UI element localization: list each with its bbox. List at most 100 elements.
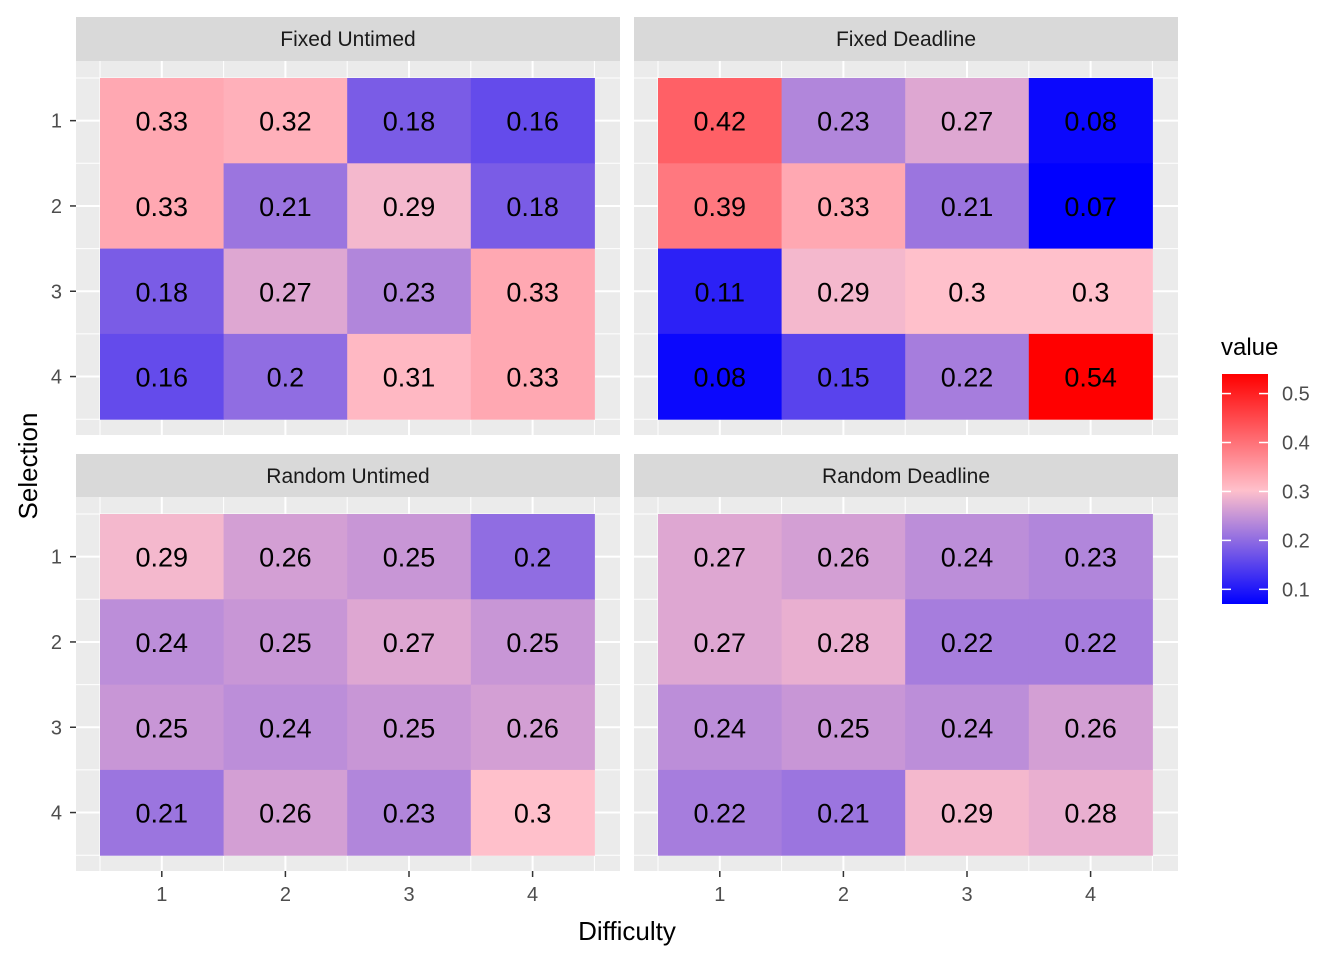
x-tick-label: 3	[403, 884, 414, 906]
heatmap-cell	[658, 514, 783, 600]
facet-strip	[634, 454, 1178, 498]
heatmap-cell	[100, 78, 225, 164]
cell-label: 0.27	[259, 277, 312, 307]
cell-label: 0.22	[694, 799, 747, 829]
heatmap-cell	[223, 514, 348, 600]
heatmap-cell	[1028, 684, 1153, 771]
cell-label: 0.08	[694, 363, 747, 393]
heatmap-cell	[100, 684, 225, 771]
heatmap-cell	[658, 248, 783, 335]
cell-label: 0.24	[941, 543, 994, 573]
heatmap-cell	[470, 333, 595, 420]
cell-label: 0.3	[948, 277, 986, 307]
facet-title: Fixed Untimed	[280, 28, 415, 51]
cell-label: 0.25	[259, 628, 312, 658]
cell-label: 0.24	[694, 713, 747, 743]
color-legend: value 0.5 0.4 0.3 0.2 0.1	[1221, 334, 1310, 604]
heatmap-cell	[658, 684, 783, 771]
heatmap-cell	[905, 684, 1030, 771]
cell-label: 0.23	[383, 277, 436, 307]
cell-label: 0.25	[506, 628, 559, 658]
y-tick-label: 3	[51, 717, 62, 739]
heatmap-cell	[347, 78, 472, 164]
cell-label: 0.23	[1064, 543, 1117, 573]
cell-label: 0.25	[817, 713, 870, 743]
heatmap-cell	[223, 78, 348, 164]
heatmap-cell	[658, 333, 783, 420]
cell-label: 0.29	[383, 192, 436, 222]
cell-label: 0.18	[136, 277, 189, 307]
heatmap-cell	[781, 599, 906, 686]
cell-label: 0.16	[506, 107, 559, 137]
heatmap-cell	[781, 78, 906, 164]
heatmap-cell	[470, 514, 595, 600]
cell-label: 0.18	[506, 192, 559, 222]
heatmap-cell	[658, 599, 783, 686]
cell-label: 0.22	[941, 363, 994, 393]
y-axis-title: Selection	[13, 413, 43, 520]
cell-label: 0.18	[383, 107, 436, 137]
cell-label: 0.27	[383, 628, 436, 658]
cell-label: 0.29	[817, 277, 870, 307]
heatmap-cell	[347, 599, 472, 686]
heatmap-cell	[223, 163, 348, 250]
x-tick-label: 1	[714, 884, 725, 906]
heatmap-cell	[100, 599, 225, 686]
cell-label: 0.11	[695, 277, 746, 307]
heatmap-cell	[905, 514, 1030, 600]
heatmap-cell	[223, 248, 348, 335]
cell-label: 0.29	[941, 799, 994, 829]
facet-panel: Random Deadline 0.27 0.26 0.24 0.23 0.27 0.28 0…	[634, 454, 1178, 906]
legend-ticks: 0.5 0.4 0.3 0.2 0.1	[1222, 384, 1310, 601]
cell-label: 0.27	[694, 628, 747, 658]
facet-strip	[76, 17, 620, 61]
heatmap-cell	[658, 163, 783, 250]
heatmap-cell	[905, 599, 1030, 686]
cell-label: 0.08	[1064, 107, 1117, 137]
x-axis-title: Difficulty	[578, 916, 676, 946]
heatmap-cell	[470, 599, 595, 686]
facet-title: Random Untimed	[266, 465, 429, 488]
cell-label: 0.23	[383, 799, 436, 829]
heatmap-cell	[781, 769, 906, 856]
legend-title: value	[1221, 334, 1278, 361]
cell-label: 0.3	[1072, 277, 1110, 307]
facet-title: Random Deadline	[822, 465, 990, 488]
legend-tick-label: 0.3	[1282, 481, 1310, 503]
y-tick-label: 2	[51, 196, 62, 218]
heatmap-cell	[223, 769, 348, 856]
heatmap-cell	[100, 769, 225, 856]
cell-label: 0.25	[383, 713, 436, 743]
cell-label: 0.24	[941, 713, 994, 743]
cell-label: 0.54	[1064, 363, 1117, 393]
heatmap-cell	[100, 333, 225, 420]
cell-label: 0.27	[941, 107, 994, 137]
legend-tick-label: 0.1	[1282, 579, 1310, 601]
cell-label: 0.2	[514, 543, 552, 573]
heatmap-cell	[658, 769, 783, 856]
cell-label: 0.24	[259, 713, 312, 743]
heatmap-cell	[781, 684, 906, 771]
cell-label: 0.22	[1064, 628, 1117, 658]
cell-label: 0.21	[136, 799, 189, 829]
heatmap-cell	[100, 514, 225, 600]
cell-label: 0.21	[259, 192, 312, 222]
heatmap-cell	[905, 78, 1030, 164]
cell-label: 0.26	[259, 799, 312, 829]
cell-label: 0.28	[1064, 799, 1117, 829]
x-tick-label: 2	[280, 884, 291, 906]
legend-tick-label: 0.2	[1282, 530, 1310, 552]
heatmap-cell	[1028, 78, 1153, 164]
y-tick-label: 3	[51, 281, 62, 303]
cell-label: 0.39	[694, 192, 747, 222]
heatmap-cell	[347, 163, 472, 250]
cell-label: 0.25	[383, 543, 436, 573]
facet-strip	[76, 454, 620, 498]
heatmap-cell	[905, 248, 1030, 335]
cell-label: 0.31	[383, 363, 436, 393]
heatmap-cell	[470, 163, 595, 250]
heatmap-cell	[470, 684, 595, 771]
facet-strip	[634, 17, 1178, 61]
